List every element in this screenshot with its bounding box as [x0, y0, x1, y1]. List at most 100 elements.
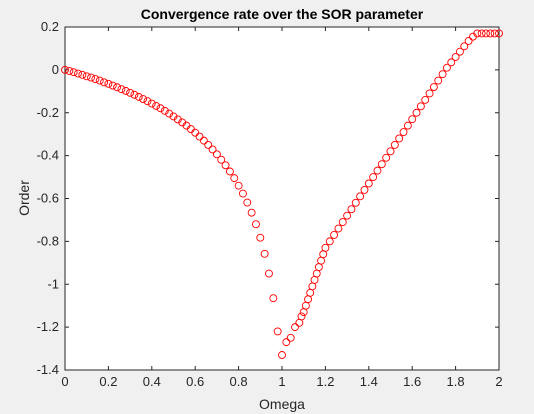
data-point	[65, 66, 74, 75]
data-point	[455, 47, 464, 56]
data-point	[495, 29, 503, 38]
data-point	[234, 181, 243, 190]
data-point	[117, 85, 126, 94]
data-point	[126, 88, 135, 97]
data-point	[95, 76, 104, 85]
x-tick-label: 1.6	[403, 374, 421, 389]
data-point	[291, 323, 299, 332]
ticks-layer: 0 0.2 0.4 0.6 0.8 1 1.2 1.4 1.6 1.8 2 0.2 0 -0.2 -0.4 -…	[37, 19, 503, 389]
x-tick-label: 0.8	[230, 374, 248, 389]
data-point	[269, 294, 278, 303]
y-tick-label: -0.2	[37, 105, 59, 120]
y-tick-label: -1.2	[37, 319, 59, 334]
data-point	[482, 29, 490, 38]
data-point	[78, 70, 87, 79]
x-tick-label: 1.8	[447, 374, 465, 389]
data-point	[360, 185, 369, 194]
data-point	[278, 351, 286, 359]
data-point	[460, 42, 469, 51]
data-point	[442, 63, 451, 72]
data-point	[87, 73, 95, 82]
data-point	[256, 233, 265, 242]
data-point	[273, 327, 282, 336]
data-point	[477, 29, 486, 38]
data-point	[382, 153, 391, 162]
data-point	[217, 155, 226, 164]
data-point	[260, 249, 269, 258]
data-point	[265, 269, 273, 278]
data-point	[377, 160, 386, 169]
data-point	[61, 65, 69, 74]
data-point	[160, 106, 169, 115]
chart-title: Convergence rate over the SOR parameter	[141, 6, 424, 22]
data-point	[238, 189, 247, 198]
x-tick-label: 1.4	[360, 374, 378, 389]
data-point	[212, 150, 221, 159]
data-point	[165, 109, 174, 118]
data-point	[108, 81, 117, 90]
data-point	[390, 140, 399, 149]
data-point	[143, 97, 152, 106]
y-tick-label: -1	[47, 276, 59, 291]
data-point	[403, 121, 412, 130]
data-point	[343, 211, 352, 220]
data-point	[286, 333, 295, 342]
data-point	[74, 69, 82, 78]
data-point	[243, 198, 252, 207]
data-point	[104, 79, 113, 88]
data-point	[91, 75, 100, 84]
data-point	[490, 29, 499, 38]
x-tick-label: 1.2	[316, 374, 334, 389]
data-point	[297, 312, 306, 321]
data-point	[204, 140, 213, 149]
data-point	[473, 29, 482, 38]
data-point	[434, 76, 443, 85]
data-point	[425, 89, 434, 98]
data-point	[82, 72, 91, 81]
data-point	[147, 99, 156, 108]
data-point	[252, 220, 260, 229]
y-tick-label: -0.4	[37, 148, 59, 163]
x-tick-label: 2	[495, 374, 502, 389]
data-point	[208, 145, 217, 154]
data-point	[321, 243, 330, 252]
y-tick-label: -0.6	[37, 191, 59, 206]
data-point	[225, 167, 234, 176]
data-point	[100, 78, 109, 87]
y-tick-label: 0.2	[41, 19, 59, 34]
x-tick-label: 0.6	[186, 374, 204, 389]
data-point	[325, 237, 334, 246]
data-point	[451, 53, 460, 61]
data-point	[464, 36, 473, 45]
data-point	[121, 86, 130, 95]
y-tick-label: -0.8	[37, 233, 59, 248]
x-tick-label: 1	[278, 374, 285, 389]
data-point	[447, 58, 456, 67]
y-tick-label: -1.4	[37, 362, 59, 377]
data-point	[152, 101, 161, 110]
x-tick-label: 0.4	[143, 374, 161, 389]
y-tick-label: 0	[52, 62, 59, 77]
data-point	[373, 166, 382, 175]
data-point	[369, 173, 378, 182]
data-point	[69, 68, 78, 77]
data-point	[230, 174, 239, 183]
data-point	[195, 132, 204, 141]
data-point	[364, 179, 373, 188]
y-axis-label: Order	[16, 180, 32, 216]
x-axis-label: Omega	[259, 396, 305, 412]
data-point	[134, 92, 143, 101]
data-point	[486, 29, 495, 38]
data-point	[399, 128, 408, 136]
data-point	[347, 205, 356, 214]
data-point	[351, 198, 360, 207]
data-point	[429, 83, 438, 91]
data-point	[221, 161, 230, 170]
points-layer	[61, 29, 503, 359]
data-point	[247, 208, 256, 217]
data-point	[334, 224, 343, 233]
x-tick-label: 0.2	[99, 374, 117, 389]
data-point	[416, 102, 425, 111]
